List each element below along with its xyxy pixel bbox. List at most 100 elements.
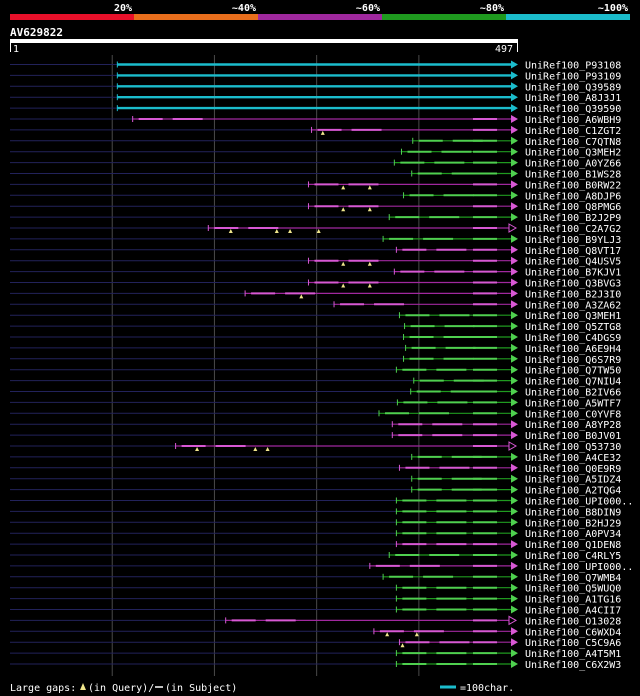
hit-label[interactable]: UniRef100_C6WXD4 [525,627,621,638]
hit-label[interactable]: UniRef100_A5IDZ4 [525,475,621,486]
hit-label[interactable]: UniRef100_C4RLY5 [525,551,621,562]
hit-row[interactable]: UniRef100_A4CII7 [10,605,621,617]
hit-row[interactable]: UniRef100_C0YVF8 [10,409,621,420]
hit-row[interactable]: UniRef100_Q8VT17 [10,245,621,257]
hit-label[interactable]: UniRef100_Q8PMG6 [525,202,621,213]
hit-row[interactable]: UniRef100_O13028 [10,615,621,627]
hit-label[interactable]: UniRef100_Q8VT17 [525,246,621,257]
hit-label[interactable]: UniRef100_UPI000.. [525,562,633,573]
hit-label[interactable]: UniRef100_Q6S7R9 [525,355,621,366]
hit-row[interactable]: UniRef100_C4DGS9 [10,333,621,344]
hit-row[interactable]: UniRef100_Q3MEH1 [10,311,621,322]
hit-row[interactable]: UniRef100_Q39589 [10,82,621,93]
hit-row[interactable]: UniRef100_UPI000.. [10,496,633,508]
hit-label[interactable]: UniRef100_UPI000.. [525,497,633,508]
hit-row[interactable]: UniRef100_Q7TW50 [10,365,621,377]
hit-row[interactable]: UniRef100_C4RLY5 [10,551,621,562]
hit-row[interactable]: UniRef100_A4CE32 [10,452,621,464]
hit-label[interactable]: UniRef100_A6E9H4 [525,344,621,355]
hit-label[interactable]: UniRef100_P93109 [525,71,621,82]
hit-label[interactable]: UniRef100_P93108 [525,61,621,72]
hit-label[interactable]: UniRef100_O13028 [525,616,621,627]
hit-row[interactable]: UniRef100_A0YZ66 [10,158,621,170]
hit-row[interactable]: UniRef100_B2HJ29 [10,518,621,529]
hit-row[interactable]: UniRef100_P93108 [10,60,621,72]
hit-row[interactable]: UniRef100_B1WS28 [10,169,621,181]
hit-label[interactable]: UniRef100_A0YZ66 [525,159,621,170]
hit-row[interactable]: UniRef100_Q3MEH2 [10,147,621,159]
hit-label[interactable]: UniRef100_B8DIN9 [525,507,621,518]
hit-row[interactable]: UniRef100_C5C9A6 [10,638,621,649]
hit-row[interactable]: UniRef100_C7QTN8 [10,136,621,148]
hit-row[interactable]: UniRef100_P93109 [10,71,621,82]
hit-label[interactable]: UniRef100_Q3BVG3 [525,279,621,290]
hit-row[interactable]: UniRef100_B7KJV1 [10,267,621,279]
hit-row[interactable]: UniRef100_A8DJP6 [10,191,621,202]
hit-label[interactable]: UniRef100_A3ZA62 [525,300,621,311]
hit-row[interactable]: UniRef100_A3ZA62 [10,300,621,311]
hit-row[interactable]: UniRef100_C6X2W3 [10,660,621,671]
hit-label[interactable]: UniRef100_A4T5M1 [525,649,621,660]
hit-row[interactable]: UniRef100_A8YP28 [10,420,621,431]
hit-label[interactable]: UniRef100_Q3MEH2 [525,148,621,159]
hit-row[interactable]: UniRef100_B2J2P9 [10,213,621,224]
hit-row[interactable]: UniRef100_Q7WMB4 [10,572,621,584]
hit-row[interactable]: UniRef100_C2A7G2 [10,223,621,235]
hit-label[interactable]: UniRef100_B9YLJ3 [525,235,621,246]
hit-label[interactable]: UniRef100_B1WS28 [525,170,621,181]
hit-row[interactable]: UniRef100_Q4USV5 [10,256,621,268]
hit-row[interactable]: UniRef100_Q3BVG3 [10,278,621,290]
hit-label[interactable]: UniRef100_Q5ZTG8 [525,322,621,333]
hit-label[interactable]: UniRef100_C2A7G2 [525,224,621,235]
hit-label[interactable]: UniRef100_Q4USV5 [525,257,621,268]
hit-label[interactable]: UniRef100_B2HJ29 [525,518,621,529]
hit-label[interactable]: UniRef100_Q0E9R9 [525,464,621,475]
hit-row[interactable]: UniRef100_Q0E9R9 [10,463,621,475]
hit-row[interactable]: UniRef100_A2TQG4 [10,485,621,497]
hit-row[interactable]: UniRef100_UPI000.. [10,561,633,573]
hit-row[interactable]: UniRef100_Q39590 [10,104,621,115]
hit-row[interactable]: UniRef100_C1ZGT2 [10,126,621,137]
hit-label[interactable]: UniRef100_A4CE32 [525,453,621,464]
hit-row[interactable]: UniRef100_Q5WUQ0 [10,583,621,595]
hit-label[interactable]: UniRef100_B7KJV1 [525,268,621,279]
hit-label[interactable]: UniRef100_B0RW22 [525,180,621,191]
hit-row[interactable]: UniRef100_A8J3J1 [10,93,621,104]
hit-label[interactable]: UniRef100_A6WBH9 [525,115,621,126]
hit-label[interactable]: UniRef100_Q7NIU4 [525,377,621,388]
hit-row[interactable]: UniRef100_Q7NIU4 [10,376,621,388]
hit-label[interactable]: UniRef100_C7QTN8 [525,137,621,148]
hit-label[interactable]: UniRef100_A1TG16 [525,595,621,606]
hit-row[interactable]: UniRef100_A6E9H4 [10,343,621,355]
hit-label[interactable]: UniRef100_A0PV34 [525,529,621,540]
hit-row[interactable]: UniRef100_A5WTF7 [10,398,621,409]
hit-label[interactable]: UniRef100_C6X2W3 [525,660,621,671]
hit-label[interactable]: UniRef100_A2TQG4 [525,486,621,497]
hit-label[interactable]: UniRef100_A8DJP6 [525,191,621,202]
hit-label[interactable]: UniRef100_A8J3J1 [525,93,621,104]
hit-row[interactable]: UniRef100_Q1DEN8 [10,540,621,551]
hit-label[interactable]: UniRef100_B2J2P9 [525,213,621,224]
hit-label[interactable]: UniRef100_A8YP28 [525,420,621,431]
hit-label[interactable]: UniRef100_C4DGS9 [525,333,621,344]
hit-label[interactable]: UniRef100_Q5WUQ0 [525,584,621,595]
hit-row[interactable]: UniRef100_A1TG16 [10,594,621,606]
hit-label[interactable]: UniRef100_A5WTF7 [525,398,621,409]
hit-row[interactable]: UniRef100_A0PV34 [10,529,621,540]
hit-label[interactable]: UniRef100_Q39590 [525,104,621,115]
hit-row[interactable]: UniRef100_B0JV01 [10,431,621,442]
hit-row[interactable]: UniRef100_A6WBH9 [10,115,621,126]
hit-row[interactable]: UniRef100_A5IDZ4 [10,474,621,486]
hit-row[interactable]: UniRef100_B0RW22 [10,180,621,191]
hit-label[interactable]: UniRef100_Q7TW50 [525,366,621,377]
hit-label[interactable]: UniRef100_B2J3I0 [525,289,621,300]
hit-row[interactable]: UniRef100_B2IV66 [10,387,621,399]
hit-row[interactable]: UniRef100_Q5ZTG8 [10,322,621,333]
hit-row[interactable]: UniRef100_B2J3I0 [10,289,621,300]
hit-row[interactable]: UniRef100_Q6S7R9 [10,354,621,366]
hit-row[interactable]: UniRef100_C6WXD4 [10,627,621,638]
hit-label[interactable]: UniRef100_Q39589 [525,82,621,93]
hit-label[interactable]: UniRef100_Q53730 [525,442,621,453]
hit-label[interactable]: UniRef100_Q1DEN8 [525,540,621,551]
hit-label[interactable]: UniRef100_Q7WMB4 [525,573,621,584]
